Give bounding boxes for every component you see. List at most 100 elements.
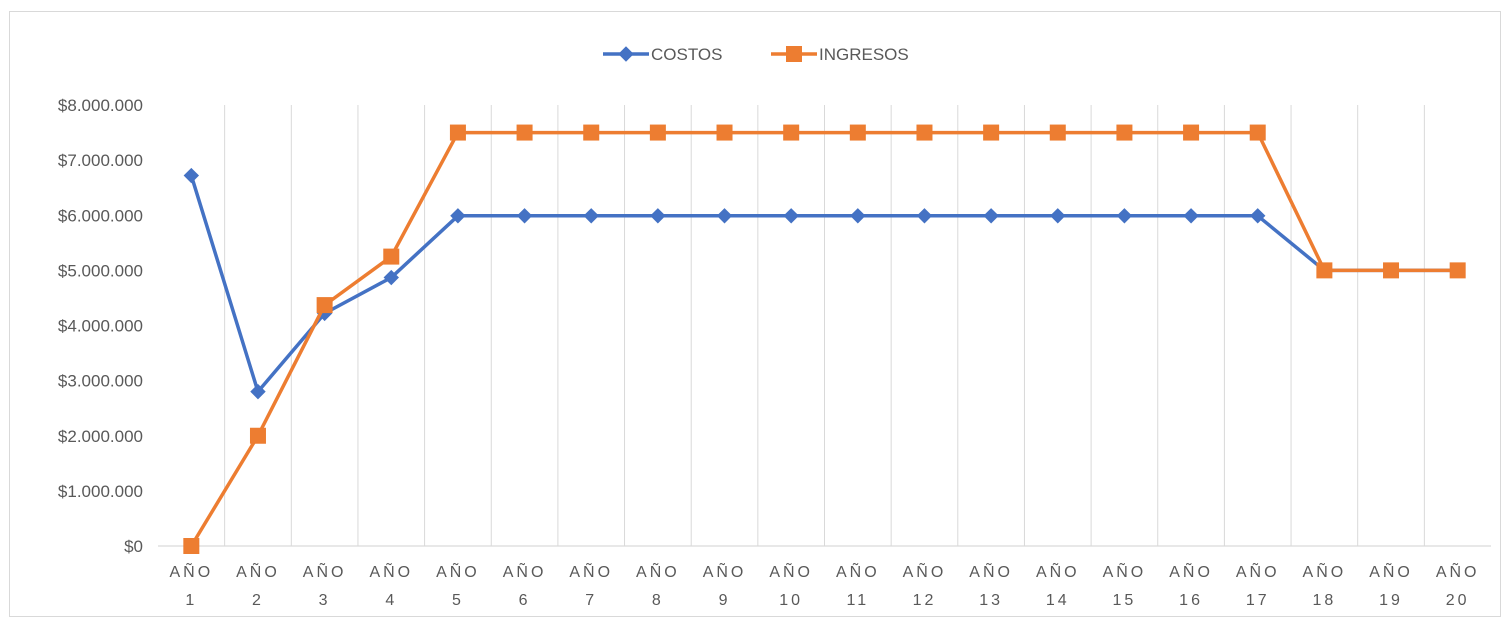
data-point-costos	[916, 208, 933, 224]
data-point-ingresos	[849, 124, 866, 141]
x-tick-label-line1: AÑO	[436, 561, 480, 581]
legend-label-costos: COSTOS	[651, 45, 722, 64]
x-tick-label-line2: 4	[385, 592, 397, 609]
x-tick-label-line2: 7	[585, 592, 597, 609]
data-point-ingresos	[316, 297, 333, 314]
x-tick-label-line2: 2	[252, 592, 264, 609]
y-tick-label: $8.000.000	[58, 96, 143, 115]
x-tick-label-line1: AÑO	[1169, 561, 1213, 581]
x-tick-label-line2: 16	[1179, 592, 1203, 609]
y-tick-label: $4.000.000	[58, 317, 143, 336]
x-tick-label-line1: AÑO	[569, 561, 613, 581]
x-tick-label-line2: 5	[452, 592, 464, 609]
data-point-ingresos	[183, 538, 200, 554]
x-tick-label-line2: 14	[1046, 592, 1070, 609]
x-tick-label-line1: AÑO	[303, 561, 347, 581]
line-chart: $0 $1.000.000 $2.000.000 $3.000.000 $4.000.0…	[58, 45, 1491, 609]
x-tick-label-line1: AÑO	[1036, 561, 1080, 581]
x-tick-label-line1: AÑO	[903, 561, 947, 581]
data-point-costos	[1050, 208, 1066, 224]
data-point-costos	[516, 208, 533, 224]
data-point-ingresos	[1249, 124, 1266, 141]
x-tick-label-line1: AÑO	[236, 561, 280, 581]
data-point-ingresos	[649, 124, 666, 141]
data-point-ingresos	[716, 124, 733, 141]
x-tick-label-line2: 10	[779, 592, 803, 609]
chart-frame: $0 $1.000.000 $2.000.000 $3.000.000 $4.000.0…	[9, 11, 1501, 617]
y-tick-label: $3.000.000	[58, 372, 143, 391]
x-tick-label-line1: AÑO	[1303, 561, 1347, 581]
x-tick-label-line1: AÑO	[703, 561, 747, 581]
x-tick-label-line2: 3	[319, 592, 331, 609]
x-tick-label-line1: AÑO	[1369, 561, 1413, 581]
x-tick-label-line1: AÑO	[636, 561, 680, 581]
data-point-costos	[383, 269, 399, 286]
series	[183, 124, 1466, 554]
x-tick-label-line2: 15	[1113, 592, 1137, 609]
x-tick-label-line1: AÑO	[369, 561, 413, 581]
x-tick-label-line1: AÑO	[1436, 561, 1480, 581]
x-tick-label-line1: AÑO	[503, 561, 547, 581]
data-point-ingresos	[983, 124, 1000, 141]
x-tick-label-line2: 6	[519, 592, 531, 609]
x-tick-label-line2: 11	[847, 592, 870, 609]
y-tick-label: $2.000.000	[58, 427, 143, 446]
data-point-ingresos	[916, 124, 933, 141]
data-point-costos	[1183, 208, 1199, 224]
x-tick-label-line2: 9	[719, 592, 731, 609]
y-tick-label: $5.000.000	[58, 261, 143, 280]
data-point-costos	[183, 167, 200, 184]
x-tick-label-line2: 20	[1446, 592, 1470, 609]
data-point-costos	[1250, 208, 1266, 224]
x-tick-label-line2: 8	[652, 592, 664, 609]
data-point-ingresos	[449, 124, 466, 141]
x-tick-label-line1: AÑO	[1236, 561, 1280, 581]
x-tick-label-line2: 18	[1312, 592, 1336, 609]
data-point-costos	[783, 208, 799, 224]
data-point-costos	[983, 208, 999, 224]
x-tick-label-line2: 19	[1379, 592, 1403, 609]
data-point-costos	[850, 208, 866, 224]
x-tick-label-line2: 13	[979, 592, 1003, 609]
legend-label-ingresos: INGRESOS	[819, 45, 909, 64]
data-point-ingresos	[383, 248, 400, 265]
data-point-ingresos	[1316, 262, 1333, 279]
series-ingresos	[183, 124, 1466, 554]
data-point-ingresos	[1383, 262, 1400, 279]
legend-marker-costos	[618, 46, 634, 62]
x-tick-label-line1: AÑO	[1103, 561, 1147, 581]
x-tick-label-line1: AÑO	[969, 561, 1013, 581]
data-point-costos	[650, 208, 666, 224]
data-point-costos	[583, 208, 599, 224]
y-tick-label: $6.000.000	[58, 206, 143, 225]
data-point-ingresos	[783, 124, 800, 141]
x-tick-label-line2: 12	[913, 592, 937, 609]
data-point-ingresos	[1049, 124, 1066, 141]
legend: COSTOS INGRESOS	[603, 45, 909, 64]
y-tick-label: $7.000.000	[58, 151, 143, 170]
legend-marker-ingresos	[786, 46, 802, 62]
data-point-ingresos	[1116, 124, 1133, 141]
y-tick-label: $0	[124, 537, 143, 556]
data-point-ingresos	[1449, 262, 1466, 279]
legend-item-ingresos: INGRESOS	[771, 45, 909, 64]
y-tick-label: $1.000.000	[58, 482, 143, 501]
data-point-ingresos	[1183, 124, 1200, 141]
data-point-costos	[1116, 208, 1133, 224]
data-point-costos	[450, 208, 466, 224]
x-tick-label-line2: 1	[185, 592, 197, 609]
x-tick-label-line1: AÑO	[836, 561, 880, 581]
legend-item-costos: COSTOS	[603, 45, 722, 64]
x-tick-label-line1: AÑO	[769, 561, 813, 581]
data-point-ingresos	[583, 124, 600, 141]
x-tick-label-line2: 17	[1246, 592, 1270, 609]
data-point-costos	[716, 208, 733, 224]
data-point-costos	[250, 383, 266, 400]
axes: $0 $1.000.000 $2.000.000 $3.000.000 $4.000.0…	[58, 96, 1491, 609]
series-line-costos	[189, 175, 1458, 394]
x-tick-label-line1: AÑO	[169, 561, 213, 581]
gridlines	[224, 105, 1425, 546]
series-line-ingresos	[189, 130, 1458, 547]
data-point-ingresos	[249, 427, 266, 444]
data-point-ingresos	[516, 124, 533, 141]
